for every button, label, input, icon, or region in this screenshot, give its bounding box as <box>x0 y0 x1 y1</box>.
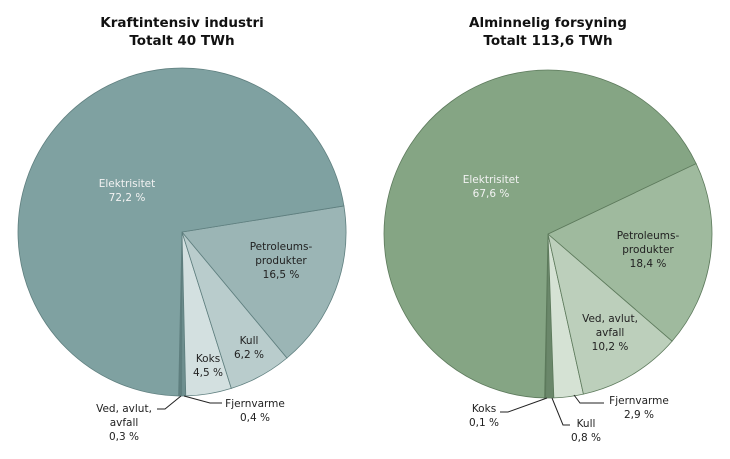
label-ved-left: Ved, avlut, avfall 0,3 % <box>96 402 152 444</box>
label-name: Fjernvarme <box>225 398 285 410</box>
label-name: Ved, avlut, <box>96 403 152 415</box>
leader-koks-right <box>500 397 548 413</box>
label-koks-left: Koks 4,5 % <box>193 352 223 380</box>
label-name: Koks <box>195 353 221 365</box>
label-kull-right: Kull 0,8 % <box>571 417 601 445</box>
label-koks-right: Koks 0,1 % <box>469 402 499 430</box>
leader-kull-right <box>551 397 570 426</box>
label-value: 0,4 % <box>239 412 270 424</box>
label-elektrisitet-right: Elektrisitet 67,6 % <box>463 173 520 201</box>
leader-lines-right <box>500 394 604 426</box>
pie-slice-ved-avlut-avfall <box>547 232 673 395</box>
label-name: Elektrisitet <box>462 174 520 186</box>
label-name: Elektrisitet <box>98 178 156 190</box>
label-name: produkter <box>255 255 307 267</box>
pie-slice-elektrisitet <box>17 67 345 397</box>
label-ved-right: Ved, avlut, avfall 10,2 % <box>582 312 638 354</box>
label-value: 0,3 % <box>108 431 139 443</box>
subtitle-left: Totalt 40 TWh <box>129 33 235 49</box>
label-value: 4,5 % <box>192 367 224 379</box>
label-name: Kull <box>576 418 596 430</box>
label-name: avfall <box>109 417 139 429</box>
label-value: 0,8 % <box>570 432 602 444</box>
label-value: 2,9 % <box>623 409 654 421</box>
title-right: Alminnelig forsyning <box>469 15 627 31</box>
pie-right <box>383 69 713 399</box>
label-fjernvarme-left: Fjernvarme 0,4 % <box>225 397 285 425</box>
label-value: 18,4 % <box>629 258 667 270</box>
label-name: Fjernvarme <box>609 395 669 407</box>
label-petroleum-left: Petroleums- produkter 16,5 % <box>250 240 313 282</box>
leader-fjernvarme-left <box>183 395 222 404</box>
title-left: Kraftintensiv industri <box>100 15 264 31</box>
label-name: Ved, avlut, <box>582 313 638 325</box>
label-name: Petroleums- <box>616 230 680 242</box>
label-kull-left: Kull 6,2 % <box>234 334 264 362</box>
label-name: Petroleums- <box>249 241 313 253</box>
label-value: 16,5 % <box>262 269 300 281</box>
label-value: 67,6 % <box>472 188 510 200</box>
leader-lines-left <box>157 395 222 410</box>
label-name: Kull <box>239 335 259 347</box>
subtitle-right: Totalt 113,6 TWh <box>483 33 613 49</box>
pie-slice-petroleumsprodukter <box>181 205 347 359</box>
label-name: avfall <box>595 327 625 339</box>
leader-fjernvarme-right <box>573 394 604 404</box>
pie-slice-petroleumsprodukter <box>547 163 713 342</box>
label-value: 6,2 % <box>233 349 265 361</box>
label-value: 10,2 % <box>591 341 629 353</box>
label-value: 0,1 % <box>468 417 500 429</box>
label-elektrisitet-left: Elektrisitet 72,2 % <box>99 177 156 205</box>
label-fjernvarme-right: Fjernvarme 2,9 % <box>609 394 669 422</box>
pie-left <box>17 67 347 397</box>
chart-title-left: Kraftintensiv industri Totalt 40 TWh <box>32 14 332 50</box>
label-petroleum-right: Petroleums- produkter 18,4 % <box>617 229 680 271</box>
chart-title-right: Alminnelig forsyning Totalt 113,6 TWh <box>398 14 698 50</box>
pie-slice-elektrisitet <box>383 69 697 399</box>
label-name: produkter <box>622 244 674 256</box>
label-name: Koks <box>471 403 497 415</box>
label-value: 72,2 % <box>108 192 146 204</box>
leader-ved-left <box>157 395 182 410</box>
